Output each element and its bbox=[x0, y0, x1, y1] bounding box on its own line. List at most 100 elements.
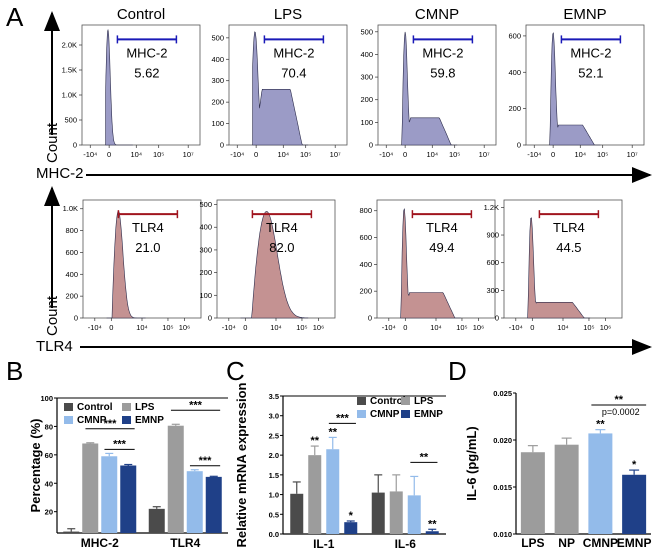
x-tick-label: -10⁴ bbox=[382, 323, 396, 332]
histogram-mhc-2-lps: LPS 0 100 200 300 400 500 -10⁴ 0 10⁴ 10⁵ 10⁷ MHC-2 70… bbox=[211, 6, 348, 159]
bar-emnp bbox=[622, 474, 647, 534]
y-tick-label: 300 bbox=[199, 245, 212, 254]
y-axis-label: Relative mRNA expression bbox=[234, 382, 249, 547]
x-tick-label: 10⁶ bbox=[179, 323, 190, 332]
histogram-mhc-2-emnp: EMNP 0 200 400 600 -10⁴ 0 10⁴ 10⁵ 10⁷ MHC-2 52.1 bbox=[508, 6, 645, 159]
gate-value: 5.62 bbox=[134, 65, 159, 80]
y-tick-label: 1.0K bbox=[63, 204, 78, 213]
y-tick-label: 400 bbox=[359, 260, 372, 269]
category-label: IL-6 bbox=[395, 537, 417, 551]
y-tick-label: 0.010 bbox=[493, 530, 512, 539]
x-tick-label: 10⁶ bbox=[313, 323, 324, 332]
p-value-label: p=0.0002 bbox=[602, 407, 640, 417]
y-tick-label: 600 bbox=[486, 258, 499, 267]
histogram-area bbox=[549, 32, 601, 146]
x-tick-label: 10⁴ bbox=[270, 323, 282, 332]
legend-label-control: Control bbox=[370, 396, 406, 407]
significance-star: ** bbox=[310, 435, 319, 447]
x-tick-label: 0 bbox=[107, 150, 111, 159]
y-tick-label: 60 bbox=[45, 451, 53, 460]
legend-swatch-emnp bbox=[401, 410, 410, 418]
bar-cmnp-mhc-2 bbox=[101, 456, 118, 533]
y-tick-label: 200 bbox=[360, 95, 373, 104]
legend-label-cmnp: CMNP bbox=[370, 409, 400, 420]
legend-swatch-lps bbox=[122, 403, 131, 411]
y-tick-label: 400 bbox=[199, 223, 212, 232]
significance-star: * bbox=[632, 459, 637, 471]
bar-cmnp-tlr4 bbox=[186, 471, 203, 533]
y-tick-label: 2.5 bbox=[269, 431, 279, 440]
category-label: EMNP bbox=[617, 536, 652, 550]
histogram-title: EMNP bbox=[563, 6, 606, 23]
histogram-area bbox=[252, 31, 309, 146]
bar-emnp-mhc-2 bbox=[120, 465, 137, 533]
y-tick-label: 600 bbox=[65, 248, 78, 257]
x-tick-label: 10⁴ bbox=[130, 150, 142, 159]
significance-star: ** bbox=[428, 518, 437, 530]
gate-label: TLR4 bbox=[553, 220, 585, 235]
histogram-area bbox=[240, 211, 309, 319]
bar-cmnp-il-1 bbox=[326, 449, 340, 534]
y-tick-label: 100 bbox=[40, 394, 53, 403]
y-tick-label: 400 bbox=[508, 68, 521, 77]
x-tick-label: 10⁷ bbox=[330, 150, 341, 159]
legend-swatch-cmnp bbox=[64, 416, 73, 424]
x-tick-label: 10⁵ bbox=[583, 323, 594, 332]
plot-frame bbox=[525, 24, 645, 146]
y-tick-label: 400 bbox=[211, 55, 224, 64]
y-tick-label: 0.015 bbox=[493, 483, 512, 492]
x-tick-label: 10⁵ bbox=[162, 323, 173, 332]
histogram-title: Control bbox=[117, 6, 165, 23]
x-tick-label: -10⁴ bbox=[83, 150, 97, 159]
y-tick-label: 400 bbox=[360, 50, 373, 59]
legend-swatch-emnp bbox=[122, 416, 131, 424]
histogram-area bbox=[400, 208, 461, 319]
gate-value: 82.0 bbox=[269, 240, 294, 255]
legend-swatch-control bbox=[357, 397, 366, 405]
gate-label: MHC-2 bbox=[126, 45, 167, 60]
y-tick-label: 0 bbox=[220, 141, 224, 150]
significance-bracket-label: ** bbox=[420, 451, 429, 463]
bar-control-mhc-2 bbox=[63, 531, 80, 533]
gate-value: 59.8 bbox=[430, 65, 455, 80]
x-tick-label: -10⁴ bbox=[379, 150, 393, 159]
x-tick-label: 0 bbox=[243, 323, 247, 332]
x-tick-label: 10⁵ bbox=[449, 150, 460, 159]
y-tick-label: 3.0 bbox=[269, 412, 279, 421]
significance-star: ** bbox=[328, 426, 337, 438]
y-tick-label: 300 bbox=[486, 286, 499, 295]
x-tick-label: 10⁵ bbox=[456, 323, 467, 332]
gate-label: TLR4 bbox=[426, 220, 458, 235]
x-tick-label: -10⁴ bbox=[88, 323, 102, 332]
y-tick-label: 800 bbox=[359, 206, 372, 215]
histogram-area bbox=[527, 217, 591, 319]
y-tick-label: 0.020 bbox=[493, 436, 512, 445]
histogram-title: CMNP bbox=[415, 6, 459, 23]
category-label: NP bbox=[558, 536, 575, 550]
x-tick-label: 0 bbox=[403, 150, 407, 159]
y-tick-label: 0 bbox=[517, 141, 521, 150]
y-tick-label: 200 bbox=[211, 98, 224, 107]
significance-bracket-label: *** bbox=[104, 418, 118, 430]
significance-bracket-label: *** bbox=[189, 399, 203, 411]
bar-lps-tlr4 bbox=[167, 425, 184, 533]
x-tick-label: 10⁶ bbox=[473, 323, 484, 332]
x-tick-label: 10⁵ bbox=[153, 150, 164, 159]
bar-control-il-1 bbox=[290, 493, 304, 534]
gate-value: 21.0 bbox=[135, 240, 160, 255]
y-tick-label: 1.2K bbox=[484, 203, 499, 212]
y-tick-label: 0 bbox=[73, 141, 77, 150]
histogram-tlr4-lps: 0 100 200 300 400 500 -10⁴ 0 10⁴ 10⁵ 10⁶ TLR4 82.0 bbox=[199, 199, 336, 332]
y-tick-label: 500 bbox=[64, 116, 77, 125]
x-tick-label: 10⁵ bbox=[300, 150, 311, 159]
x-tick-label: 0 bbox=[530, 323, 534, 332]
legend-label-lps: LPS bbox=[414, 396, 434, 407]
y-tick-label: 100 bbox=[360, 118, 373, 127]
x-tick-label: 10⁵ bbox=[597, 150, 608, 159]
histogram-mhc-2-control: Control 0 500 1.0K 1.5K 2.0K -10⁴ 0 10⁴ 10⁵ 10⁷ MHC… bbox=[62, 6, 201, 159]
y-tick-label: 0 bbox=[495, 314, 499, 323]
bar-cmnp bbox=[588, 433, 613, 534]
category-label: IL-1 bbox=[313, 537, 335, 551]
y-tick-label: 800 bbox=[65, 226, 78, 235]
histogram-area bbox=[106, 210, 146, 319]
